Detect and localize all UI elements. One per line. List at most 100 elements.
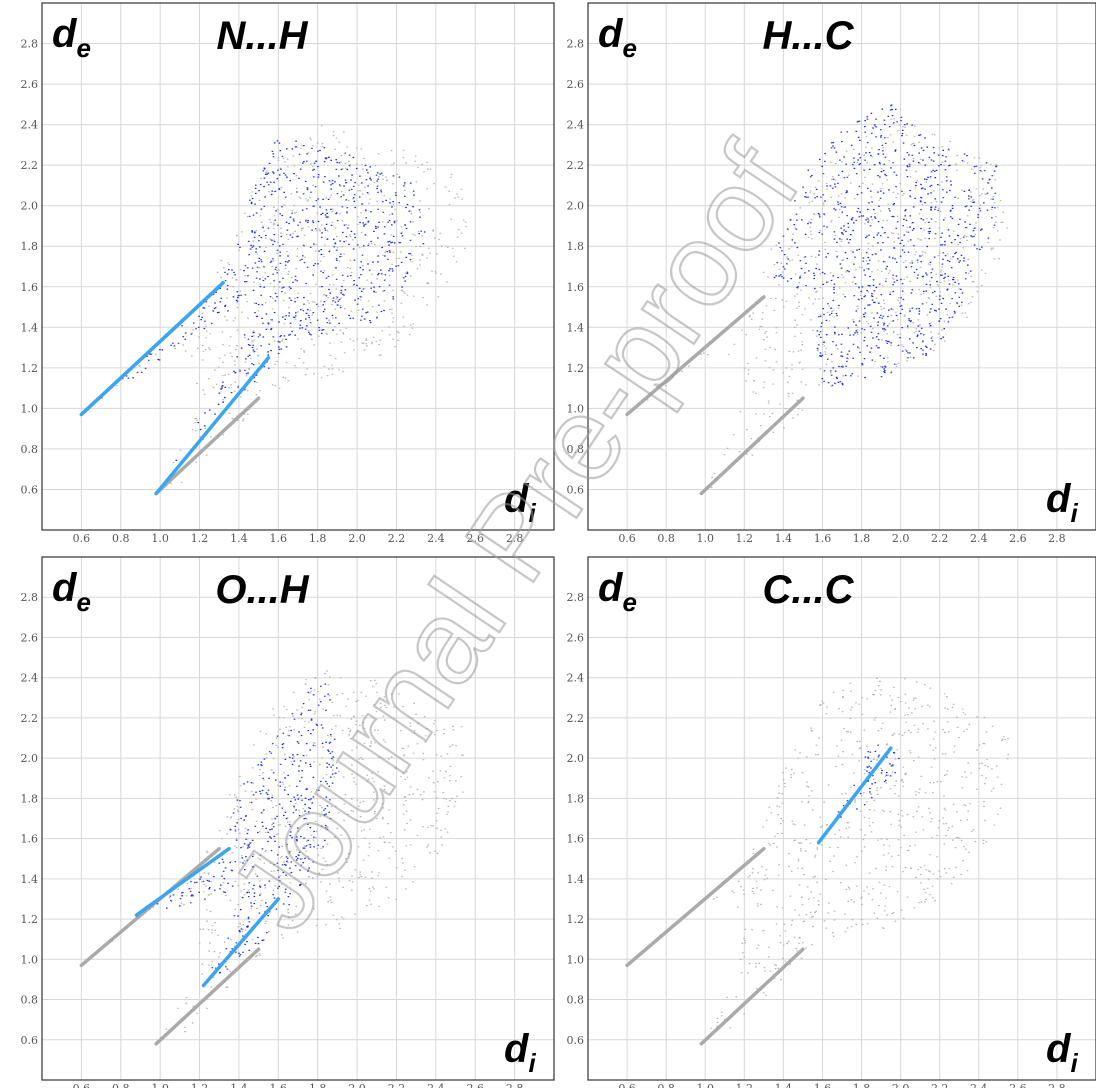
x-tick-label: 0.8 — [657, 532, 675, 545]
x-tick-label: 0.8 — [657, 1082, 675, 1088]
y-axis-label: de — [598, 12, 637, 63]
series-background — [625, 677, 1010, 1046]
series-background — [625, 118, 1009, 496]
x-tick-label: 2.4 — [427, 1082, 445, 1088]
panel-title: C...C — [762, 568, 854, 612]
x-tick-label: 0.8 — [112, 532, 130, 545]
x-axis-label: di — [1046, 1027, 1078, 1078]
y-axis-label: de — [598, 566, 637, 617]
plot-frame — [587, 556, 1096, 1081]
y-tick-label: 2.2 — [567, 159, 585, 172]
y-tick-label: 1.8 — [21, 240, 39, 253]
spike-background — [154, 947, 261, 1046]
x-tick-label: 2.4 — [970, 532, 988, 545]
y-tick-label: 1.2 — [567, 913, 585, 926]
y-tick-label: 1.6 — [21, 281, 39, 294]
y-tick-label: 2.0 — [21, 752, 39, 765]
series-highlight — [134, 683, 338, 988]
y-tick-label: 2.0 — [21, 200, 39, 213]
y-tick-label: 0.6 — [21, 483, 39, 496]
x-tick-label: 2.2 — [388, 532, 406, 545]
spike-highlight — [816, 746, 893, 845]
y-tick-label: 1.8 — [21, 792, 39, 805]
x-tick-label: 2.0 — [892, 532, 910, 545]
x-tick-label: 1.4 — [230, 532, 248, 545]
x-tick-label: 1.6 — [814, 1082, 832, 1088]
y-tick-label: 2.2 — [21, 712, 39, 725]
x-tick-label: 2.8 — [1048, 532, 1066, 545]
y-tick-label: 1.6 — [21, 833, 39, 846]
x-tick-label: 2.6 — [466, 1082, 484, 1088]
y-tick-label: 1.2 — [21, 362, 39, 375]
x-tick-label: 0.6 — [618, 1082, 636, 1088]
chart-panel-2: 0.6 0.8 1.0 1.2 1.4 1.6 1.8 2.0 2.2 2.4 2.6 2.8 0.6 0… — [567, 2, 1096, 545]
x-tick-label: 2.8 — [506, 1082, 524, 1088]
x-tick-label: 1.6 — [270, 1082, 288, 1088]
y-tick-label: 1.4 — [21, 321, 39, 334]
x-tick-label: 1.6 — [270, 532, 288, 545]
panel-title: H...C — [762, 14, 854, 58]
y-tick-label: 1.4 — [567, 321, 585, 334]
y-tick-label: 1.0 — [21, 953, 39, 966]
y-tick-label: 1.6 — [567, 833, 585, 846]
chart-panel-4: 0.6 0.8 1.0 1.2 1.4 1.6 1.8 2.0 2.2 2.4 2.6 2.8 0.6 0… — [567, 556, 1096, 1088]
y-tick-label: 2.8 — [21, 38, 39, 51]
x-tick-label: 1.8 — [309, 532, 327, 545]
x-tick-label: 2.6 — [1009, 532, 1027, 545]
spike-highlight — [201, 897, 281, 988]
y-tick-label: 1.0 — [567, 402, 585, 415]
x-tick-label: 2.0 — [348, 1082, 366, 1088]
y-tick-label: 2.4 — [21, 119, 39, 132]
y-tick-label: 0.6 — [567, 1034, 585, 1047]
chart-panel-3: 0.6 0.8 1.0 1.2 1.4 1.6 1.8 2.0 2.2 2.4 2.6 2.8 0.6 0… — [21, 556, 555, 1088]
y-tick-label: 1.0 — [567, 953, 585, 966]
spike-background — [625, 846, 766, 968]
spike-highlight — [154, 355, 271, 496]
x-tick-label: 2.2 — [931, 532, 949, 545]
x-axis-label: di — [504, 477, 536, 528]
y-tick-label: 1.4 — [567, 873, 585, 886]
y-tick-label: 2.6 — [567, 631, 585, 644]
x-tick-label: 2.2 — [388, 1082, 406, 1088]
series-highlight — [816, 744, 900, 845]
y-tick-label: 2.2 — [21, 159, 39, 172]
x-tick-label: 1.8 — [853, 532, 871, 545]
x-tick-label: 1.8 — [309, 1082, 327, 1088]
y-tick-label: 0.8 — [567, 994, 585, 1007]
x-tick-label: 2.0 — [892, 1082, 910, 1088]
x-tick-label: 0.6 — [73, 532, 91, 545]
y-tick-label: 2.8 — [21, 591, 39, 604]
y-tick-label: 1.8 — [567, 240, 585, 253]
x-tick-label: 1.0 — [151, 1082, 169, 1088]
x-tick-label: 1.8 — [853, 1082, 871, 1088]
plot-frame — [41, 556, 555, 1081]
spike-background — [154, 396, 261, 496]
series-highlight — [773, 104, 998, 386]
spike-background — [699, 947, 805, 1046]
x-axis-label: di — [504, 1027, 536, 1078]
x-tick-label: 0.6 — [618, 532, 636, 545]
x-tick-label: 1.4 — [230, 1082, 248, 1088]
y-tick-label: 1.2 — [21, 913, 39, 926]
y-tick-label: 0.6 — [567, 483, 585, 496]
chart-panel-1: 0.6 0.8 1.0 1.2 1.4 1.6 1.8 2.0 2.2 2.4 2.6 2.8 0.6 0… — [21, 2, 555, 545]
x-tick-label: 1.0 — [696, 1082, 714, 1088]
panel-title: O...H — [215, 568, 309, 612]
x-tick-label: 1.2 — [191, 532, 209, 545]
x-tick-label: 0.6 — [73, 1082, 91, 1088]
x-tick-label: 2.6 — [1009, 1082, 1027, 1088]
scatter-points-background — [659, 677, 1010, 1030]
y-tick-label: 2.2 — [567, 712, 585, 725]
y-tick-label: 0.8 — [567, 443, 585, 456]
spike-background — [625, 295, 766, 417]
y-tick-label: 1.2 — [567, 362, 585, 375]
plot-frame — [587, 2, 1096, 531]
y-tick-label: 2.4 — [21, 672, 39, 685]
x-tick-label: 1.0 — [151, 532, 169, 545]
x-tick-label: 1.2 — [736, 532, 754, 545]
y-tick-label: 1.8 — [567, 792, 585, 805]
x-tick-label: 1.2 — [191, 1082, 209, 1088]
y-tick-label: 2.0 — [567, 200, 585, 213]
plot-frame — [41, 2, 555, 531]
